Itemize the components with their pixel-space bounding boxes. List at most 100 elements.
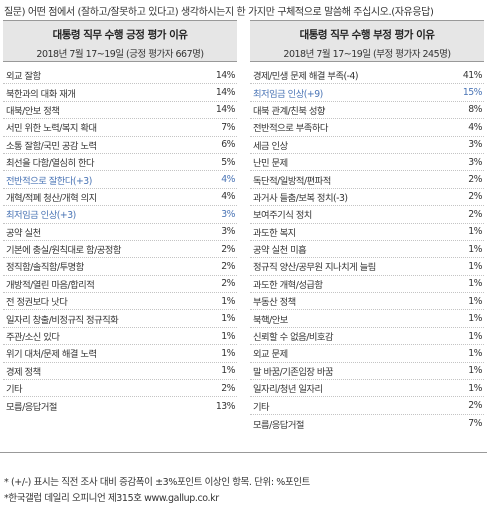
negative-reason-row-label: 북핵/안보 [253,314,288,326]
positive-reason-row-label: 전반적으로 잘한다(+3) [6,175,92,187]
negative-reason-row-value: 8% [468,104,482,116]
negative-reason-row: 대북 관계/친북 성향 8% [250,102,484,120]
positive-reason-row: 주관/소신 있다 1% [3,328,237,346]
positive-reason-row-value: 13% [215,400,236,412]
question-suffix: (자유응답) [391,7,434,18]
negative-reasons-panel: 대통령 직무 수행 부정 평가 이유 2018년 7월 17~19일 (부정 평… [250,20,484,452]
positive-reason-row-label: 북한과의 대화 재개 [6,88,76,100]
negative-reason-row-value: 2% [468,400,482,412]
positive-reason-row: 경제 정책 1% [3,363,237,381]
negative-reason-row-value: 1% [468,295,482,307]
negative-reason-row: 난민 문제 3% [250,154,484,172]
negative-reason-row: 독단적/일방적/편파적 2% [250,171,484,189]
footnote-source: *한국갤럽 데일리 오피니언 제315호 www.gallup.co.kr [4,493,219,504]
negative-reason-row-label: 세금 인상 [253,140,288,152]
negative-reason-row: 과도한 개혁/성급함 1% [250,276,484,294]
positive-panel-title: 대통령 직무 수행 긍정 평가 이유 [52,29,188,41]
positive-reason-row: 소통 잘함/국민 공감 노력 6% [3,137,237,154]
positive-reasons-list: 외교 잘함 14% 북한과의 대화 재개 14% 대북/안보 정책 14% 서민 위한 노력… [3,67,237,415]
positive-reason-row-value: 3% [221,226,235,238]
positive-reason-row: 서민 위한 노력/복지 확대 7% [3,119,237,137]
positive-reason-row-value: 4% [221,174,235,186]
positive-reason-row-label: 개방적/열린 마음/합리적 [6,279,95,291]
positive-reason-row-value: 14% [215,87,236,99]
positive-reason-row-value: 2% [221,382,235,394]
negative-reason-row-label: 전반적으로 부족하다 [253,123,328,135]
negative-reason-row: 일자리/청년 일자리 1% [250,380,484,398]
negative-reason-row-label: 부동산 정책 [253,297,296,309]
question-prefix: 질문) [4,7,26,18]
positive-reason-row: 최저임금 인상(+3) 3% [3,206,237,224]
negative-reason-row-label: 과도한 복지 [253,227,296,239]
negative-reason-row-label: 난민 문제 [253,158,288,170]
negative-reason-row-value: 1% [468,260,482,272]
negative-reason-row: 전반적으로 부족하다 4% [250,119,484,137]
negative-reason-row: 과도한 복지 1% [250,224,484,241]
negative-reason-row-label: 말 바꿈/기존입장 바꿈 [253,366,334,378]
negative-reason-row: 최저임금 인상(+9) 15% [250,84,484,102]
positive-reason-row-value: 2% [221,243,235,255]
footer-divider [0,452,487,453]
negative-reason-row-value: 1% [468,365,482,377]
positive-reason-row-value: 6% [221,139,235,151]
negative-reason-row-value: 1% [468,243,482,255]
negative-panel-header: 대통령 직무 수행 부정 평가 이유 2018년 7월 17~19일 (부정 평… [250,21,484,62]
negative-reason-row-value: 3% [468,156,482,168]
negative-reason-row-value: 2% [468,208,482,220]
positive-reason-row-value: 1% [221,365,235,377]
positive-reason-row-label: 모름/응답거절 [6,402,57,414]
negative-reason-row-value: 41% [462,69,483,81]
positive-reason-row: 북한과의 대화 재개 14% [3,84,237,102]
positive-reason-row: 정직함/솔직함/투명함 2% [3,258,237,276]
positive-reason-row-value: 5% [221,156,235,168]
positive-reason-row-label: 주관/소신 있다 [6,332,60,344]
positive-panel-subtitle: 2018년 7월 17~19일 (긍정 평가자 667명) [36,49,204,60]
negative-reason-row: 신뢰할 수 없음/비호감 1% [250,328,484,346]
positive-reason-row-label: 전 정권보다 낫다 [6,297,68,309]
positive-reason-row-label: 경제 정책 [6,366,41,378]
positive-reason-row-value: 14% [215,69,236,81]
negative-reason-row-value: 2% [468,191,482,203]
negative-reason-row: 공약 실천 미흡 1% [250,241,484,259]
positive-reason-row-label: 공약 실천 [6,227,41,239]
negative-reason-row-label: 외교 문제 [253,349,288,361]
positive-reason-row-label: 서민 위한 노력/복지 확대 [6,123,97,135]
positive-reason-row: 기타 2% [3,380,237,398]
positive-reason-row-label: 정직함/솔직함/투명함 [6,262,84,274]
negative-reason-row: 북핵/안보 1% [250,310,484,328]
negative-reasons-list: 경제/민생 문제 해결 부족(-4) 41% 최저임금 인상(+9) 15% 대북 관계… [250,67,484,432]
positive-reason-row: 위기 대처/문제 해결 노력 1% [3,345,237,363]
positive-reason-row-value: 7% [221,121,235,133]
negative-reason-row-value: 4% [468,121,482,133]
negative-reason-row-label: 기타 [253,401,270,413]
positive-reason-row: 기본에 충실/원칙대로 함/공정함 2% [3,241,237,259]
question-text: 질문) 어떤 점에서 (잘하고/잘못하고 있다고) 생각하시는지 한 가지만 구… [4,3,434,18]
negative-reason-row: 과거사 들춤/보복 정치(-3) 2% [250,189,484,207]
positive-reason-row: 외교 잘함 14% [3,67,237,85]
negative-reason-row: 말 바꿈/기존입장 바꿈 1% [250,363,484,381]
negative-panel-title: 대통령 직무 수행 부정 평가 이유 [299,29,435,41]
negative-reason-row: 모름/응답거절 7% [250,415,484,432]
positive-reason-row-value: 1% [221,347,235,359]
positive-reason-row-label: 소통 잘함/국민 공감 노력 [6,140,97,152]
positive-reason-row: 개혁/적폐 청산/개혁 의지 4% [3,189,237,207]
negative-reason-row-value: 15% [462,87,483,99]
negative-reason-row: 부동산 정책 1% [250,293,484,311]
negative-reason-row-label: 정규직 양산/공무원 지나치게 늘림 [253,262,376,274]
negative-reason-row-label: 최저임금 인상(+9) [253,88,323,100]
positive-reason-row-value: 2% [221,260,235,272]
negative-reason-row-value: 1% [468,330,482,342]
negative-reason-row-label: 보여주기식 정치 [253,210,312,222]
positive-reason-row: 모름/응답거절 13% [3,397,237,414]
positive-reason-row: 대북/안보 정책 14% [3,102,237,120]
positive-reason-row: 전반적으로 잘한다(+3) 4% [3,171,237,189]
negative-reason-row: 기타 2% [250,397,484,415]
positive-reason-row-value: 3% [221,208,235,220]
positive-reason-row-value: 1% [221,295,235,307]
negative-reason-row: 외교 문제 1% [250,345,484,363]
negative-reason-row-label: 대북 관계/친북 성향 [253,105,325,117]
positive-reason-row-label: 개혁/적폐 청산/개혁 의지 [6,192,97,204]
positive-reason-row: 일자리 창출/비정규직 정규직화 1% [3,310,237,328]
positive-reason-row-label: 일자리 창출/비정규직 정규직화 [6,314,119,326]
negative-reason-row-value: 7% [468,418,482,429]
